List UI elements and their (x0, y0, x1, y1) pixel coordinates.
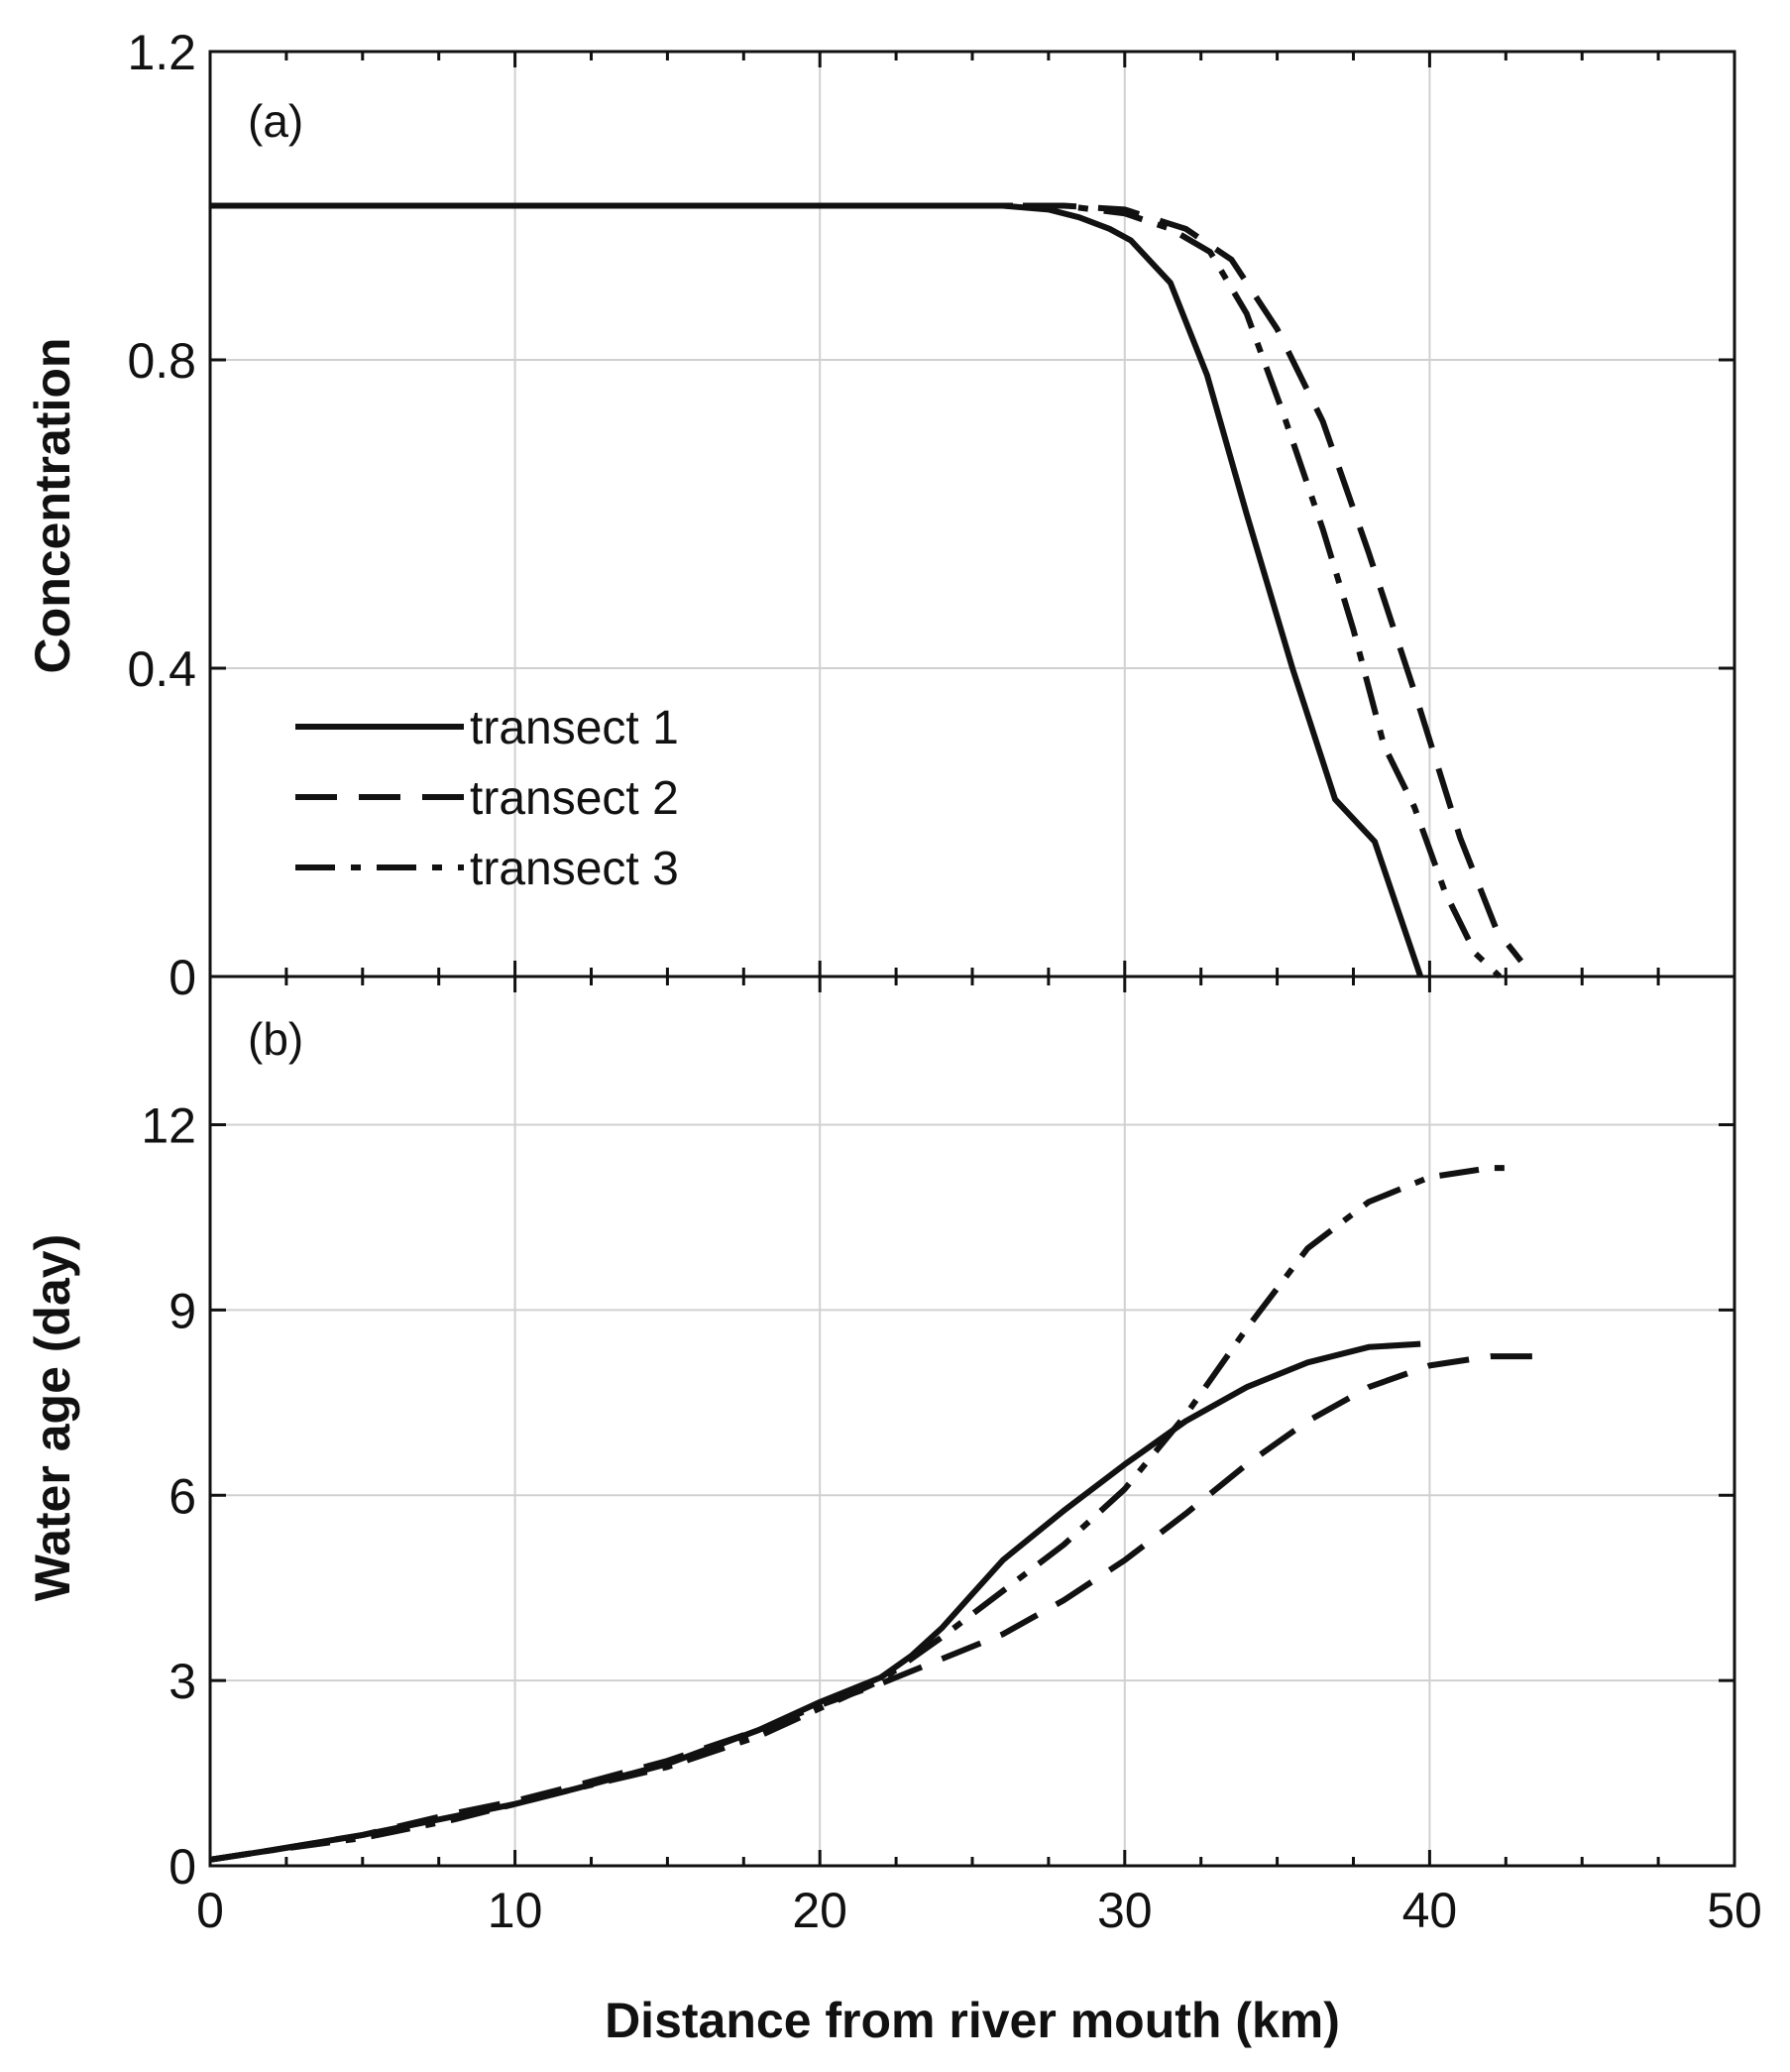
panel-label-a: (a) (248, 95, 303, 147)
tick-labels: 0 0.4 0.8 1.2 0 3 6 9 12 0 10 20 30 40 50 (127, 25, 1761, 1938)
series-line-b-transect-2 (209, 1353, 1552, 1863)
x-tick-label-0: 0 (196, 1883, 224, 1938)
series-line-a-transect-2 (210, 202, 1524, 964)
y-tick-label-a-1: 0.4 (127, 641, 196, 697)
legend-label-transect-1: transect 1 (470, 702, 679, 754)
x-tick-label-1: 10 (488, 1883, 543, 1938)
x-tick-label-3: 30 (1097, 1883, 1153, 1938)
panel-label-b: (b) (248, 1013, 303, 1065)
series-line-b-transect-1 (209, 1340, 1421, 1863)
y-tick-label-b-1: 3 (168, 1654, 196, 1709)
tick-marks (208, 50, 1736, 1868)
axes-frame-a (208, 50, 1736, 978)
x-tick-label-4: 40 (1402, 1883, 1458, 1938)
y-tick-label-b-3: 9 (168, 1283, 196, 1338)
y-tick-label-a-0: 0 (168, 950, 196, 1005)
y-tick-label-a-3: 1.2 (127, 25, 196, 80)
legend-label-transect-3: transect 3 (470, 843, 679, 895)
legend-label-transect-2: transect 2 (470, 772, 679, 825)
series-panel-b (209, 1165, 1552, 1863)
y-tick-label-b-2: 6 (168, 1468, 196, 1524)
y-axis-title-a: Concentration (25, 338, 80, 674)
legend: transect 1 transect 2 transect 3 (295, 702, 679, 895)
series-line-a-transect-3 (210, 202, 1503, 979)
y-tick-label-b-4: 12 (141, 1098, 196, 1154)
axes-frame-b (208, 975, 1736, 1868)
x-axis-title: Distance from river mouth (km) (605, 1993, 1340, 2048)
grid-panel-a (210, 52, 1734, 977)
y-tick-label-a-2: 0.8 (127, 333, 196, 389)
series-line-b-transect-3 (209, 1165, 1507, 1863)
series-panel-a (210, 202, 1524, 979)
grid-panel-b (210, 977, 1734, 1866)
series-line-a-transect-1 (210, 202, 1424, 978)
x-tick-label-2: 20 (792, 1883, 847, 1938)
y-axis-title-b: Water age (day) (25, 1234, 80, 1601)
y-tick-label-b-0: 0 (168, 1839, 196, 1895)
x-tick-label-5: 50 (1707, 1883, 1762, 1938)
